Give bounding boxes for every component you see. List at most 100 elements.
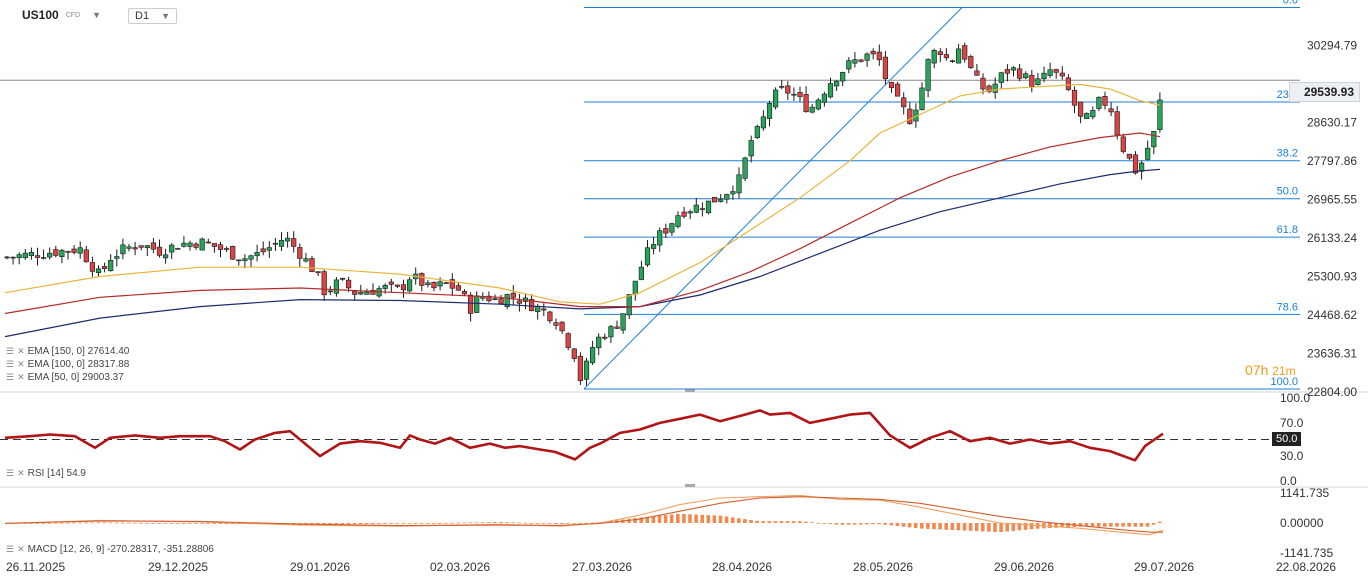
- symbol-selector[interactable]: US100 CFD ▼: [22, 8, 101, 22]
- close-icon[interactable]: ✕: [17, 359, 25, 369]
- menu-icon[interactable]: ☰: [6, 346, 15, 356]
- macd-histogram-bar: [926, 523, 930, 529]
- macd-histogram-bar: [194, 523, 198, 524]
- macd-line: [4, 494, 1164, 536]
- ema150-line: [4, 168, 1161, 338]
- macd-histogram-bar: [749, 519, 753, 523]
- macd-histogram-bar: [566, 523, 570, 524]
- close-icon[interactable]: ✕: [17, 468, 25, 478]
- macd-histogram-bar: [578, 523, 582, 524]
- bear-candle: [602, 336, 608, 339]
- bear-candle: [980, 77, 986, 90]
- bear-candle: [455, 285, 462, 291]
- bear-candle: [1078, 101, 1084, 117]
- macd-histogram-bar: [334, 523, 338, 525]
- pane-resize-handle[interactable]: [685, 389, 695, 392]
- bear-candle: [882, 56, 888, 80]
- bear-candle: [986, 85, 992, 93]
- bear-candle: [907, 108, 913, 124]
- macd-histogram-bar: [200, 523, 204, 524]
- menu-icon[interactable]: ☰: [6, 359, 15, 369]
- close-icon[interactable]: ✕: [17, 544, 25, 554]
- bear-candle: [785, 85, 791, 94]
- bear-candle: [528, 299, 535, 312]
- indicator-macd[interactable]: ☰ ✕ MACD [12, 26, 9] -270.28317, -351.288…: [6, 544, 214, 555]
- macd-histogram-bar: [328, 523, 332, 525]
- bear-candle: [71, 248, 77, 253]
- bull-candle: [114, 256, 120, 259]
- macd-histogram-bar: [120, 522, 125, 524]
- bear-candle: [858, 59, 864, 62]
- pane-resize-handle[interactable]: [685, 484, 695, 487]
- fib-level-label: 100.0: [1270, 376, 1298, 388]
- macd-histogram-bar: [1139, 523, 1144, 527]
- indicator-ema100[interactable]: ☰ ✕ EMA [100, 0] 28317.88: [6, 359, 129, 370]
- macd-histogram-bar: [1078, 523, 1083, 527]
- bear-candle: [1053, 69, 1059, 73]
- y-tick-label: 28630.17: [1307, 115, 1357, 129]
- macd-histogram-bar: [1090, 523, 1095, 527]
- bear-candle: [681, 211, 687, 217]
- bull-candle: [126, 246, 132, 249]
- macd-histogram-bar: [1023, 523, 1028, 530]
- macd-histogram-bar: [407, 523, 412, 524]
- macd-histogram-bar: [169, 523, 174, 524]
- fib-level-label: 61.8: [1277, 224, 1298, 236]
- bear-candle: [138, 245, 144, 248]
- close-icon[interactable]: ✕: [17, 346, 25, 356]
- macd-histogram-bar: [834, 523, 839, 525]
- menu-icon[interactable]: ☰: [6, 544, 15, 554]
- macd-histogram-bar: [1145, 523, 1150, 527]
- y-tick-label: 23636.31: [1307, 346, 1357, 360]
- macd-histogram-bar: [871, 523, 875, 525]
- macd-histogram-bar: [852, 523, 857, 525]
- bear-candle: [553, 322, 559, 326]
- bear-candle: [230, 246, 236, 260]
- bull-candle: [1145, 147, 1151, 160]
- macd-histogram-bar: [145, 522, 149, 524]
- macd-histogram-bar: [956, 523, 961, 531]
- bear-candle: [510, 292, 516, 298]
- menu-icon[interactable]: ☰: [6, 468, 15, 478]
- macd-histogram-bar: [139, 522, 143, 524]
- y-tick-label: 26965.55: [1307, 192, 1357, 206]
- indicator-ema150[interactable]: ☰ ✕ EMA [150, 0] 27614.40: [6, 346, 129, 357]
- bear-candle: [461, 291, 468, 295]
- bear-candle: [1016, 68, 1023, 79]
- bull-candle: [77, 247, 83, 254]
- macd-histogram-bar: [743, 519, 747, 523]
- macd-histogram-bar: [639, 517, 643, 523]
- macd-histogram-bar: [340, 523, 345, 525]
- y-tick-label: 27797.86: [1307, 154, 1357, 168]
- bull-candle: [925, 59, 931, 91]
- y-tick-label: 30294.79: [1307, 38, 1357, 52]
- indicator-ema50[interactable]: ☰ ✕ EMA [50, 0] 29003.37: [6, 372, 124, 383]
- bear-candle: [211, 243, 218, 247]
- macd-histogram-bar: [23, 523, 27, 524]
- bear-candle: [352, 291, 358, 295]
- bull-candle: [919, 87, 925, 111]
- close-icon[interactable]: ✕: [17, 372, 25, 382]
- macd-histogram-bar: [474, 522, 479, 524]
- bear-candle: [132, 247, 138, 250]
- macd-histogram-bar: [486, 522, 491, 523]
- macd-histogram-bar: [352, 523, 357, 525]
- macd-histogram-bar: [1157, 521, 1162, 523]
- bear-candle: [1065, 77, 1071, 90]
- macd-histogram-bar: [694, 514, 698, 523]
- bear-candle: [498, 298, 504, 305]
- macd-histogram-bar: [450, 522, 454, 524]
- bear-candle: [205, 241, 211, 244]
- bear-candle: [547, 311, 553, 322]
- macd-histogram-bar: [791, 521, 796, 523]
- bear-candle: [888, 82, 895, 88]
- bear-candle: [388, 281, 394, 285]
- bull-candle: [16, 254, 22, 259]
- menu-icon[interactable]: ☰: [6, 372, 15, 382]
- macd-histogram-bar: [987, 523, 991, 532]
- indicator-rsi[interactable]: ☰ ✕ RSI [14] 54.9: [6, 468, 86, 479]
- macd-histogram-bar: [1109, 523, 1113, 527]
- macd-histogram-bar: [889, 523, 894, 526]
- timeframe-selector[interactable]: D1 ▼: [128, 8, 177, 24]
